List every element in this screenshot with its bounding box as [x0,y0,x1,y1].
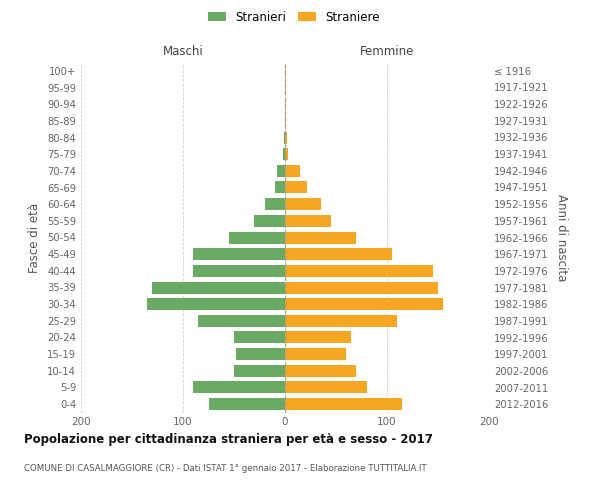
Bar [285,165,301,177]
Bar [285,365,356,377]
Bar [275,182,285,194]
Text: Femmine: Femmine [360,46,414,59]
Bar [283,148,285,160]
Bar [229,232,285,243]
Bar [285,148,288,160]
Text: COMUNE DI CASALMAGGIORE (CR) - Dati ISTAT 1° gennaio 2017 - Elaborazione TUTTITA: COMUNE DI CASALMAGGIORE (CR) - Dati ISTA… [24,464,427,473]
Bar [285,398,403,410]
Legend: Stranieri, Straniere: Stranieri, Straniere [203,6,385,28]
Bar [254,215,285,227]
Bar [285,132,287,143]
Bar [285,182,307,194]
Bar [285,382,367,394]
Bar [193,248,285,260]
Text: Maschi: Maschi [163,46,203,59]
Bar [193,265,285,277]
Bar [284,132,285,143]
Bar [285,82,286,94]
Bar [285,332,352,344]
Text: Popolazione per cittadinanza straniera per età e sesso - 2017: Popolazione per cittadinanza straniera p… [24,432,433,446]
Bar [285,98,286,110]
Bar [285,282,438,294]
Bar [209,398,285,410]
Bar [285,265,433,277]
Bar [236,348,285,360]
Bar [285,315,397,327]
Bar [285,65,286,77]
Bar [285,198,321,210]
Y-axis label: Anni di nascita: Anni di nascita [556,194,568,281]
Bar [234,332,285,344]
Y-axis label: Fasce di età: Fasce di età [28,202,41,272]
Bar [285,298,443,310]
Bar [285,215,331,227]
Bar [199,315,285,327]
Bar [285,248,392,260]
Bar [285,232,356,243]
Bar [285,348,346,360]
Bar [152,282,285,294]
Bar [234,365,285,377]
Bar [265,198,285,210]
Bar [285,115,286,127]
Bar [277,165,285,177]
Bar [193,382,285,394]
Bar [148,298,285,310]
